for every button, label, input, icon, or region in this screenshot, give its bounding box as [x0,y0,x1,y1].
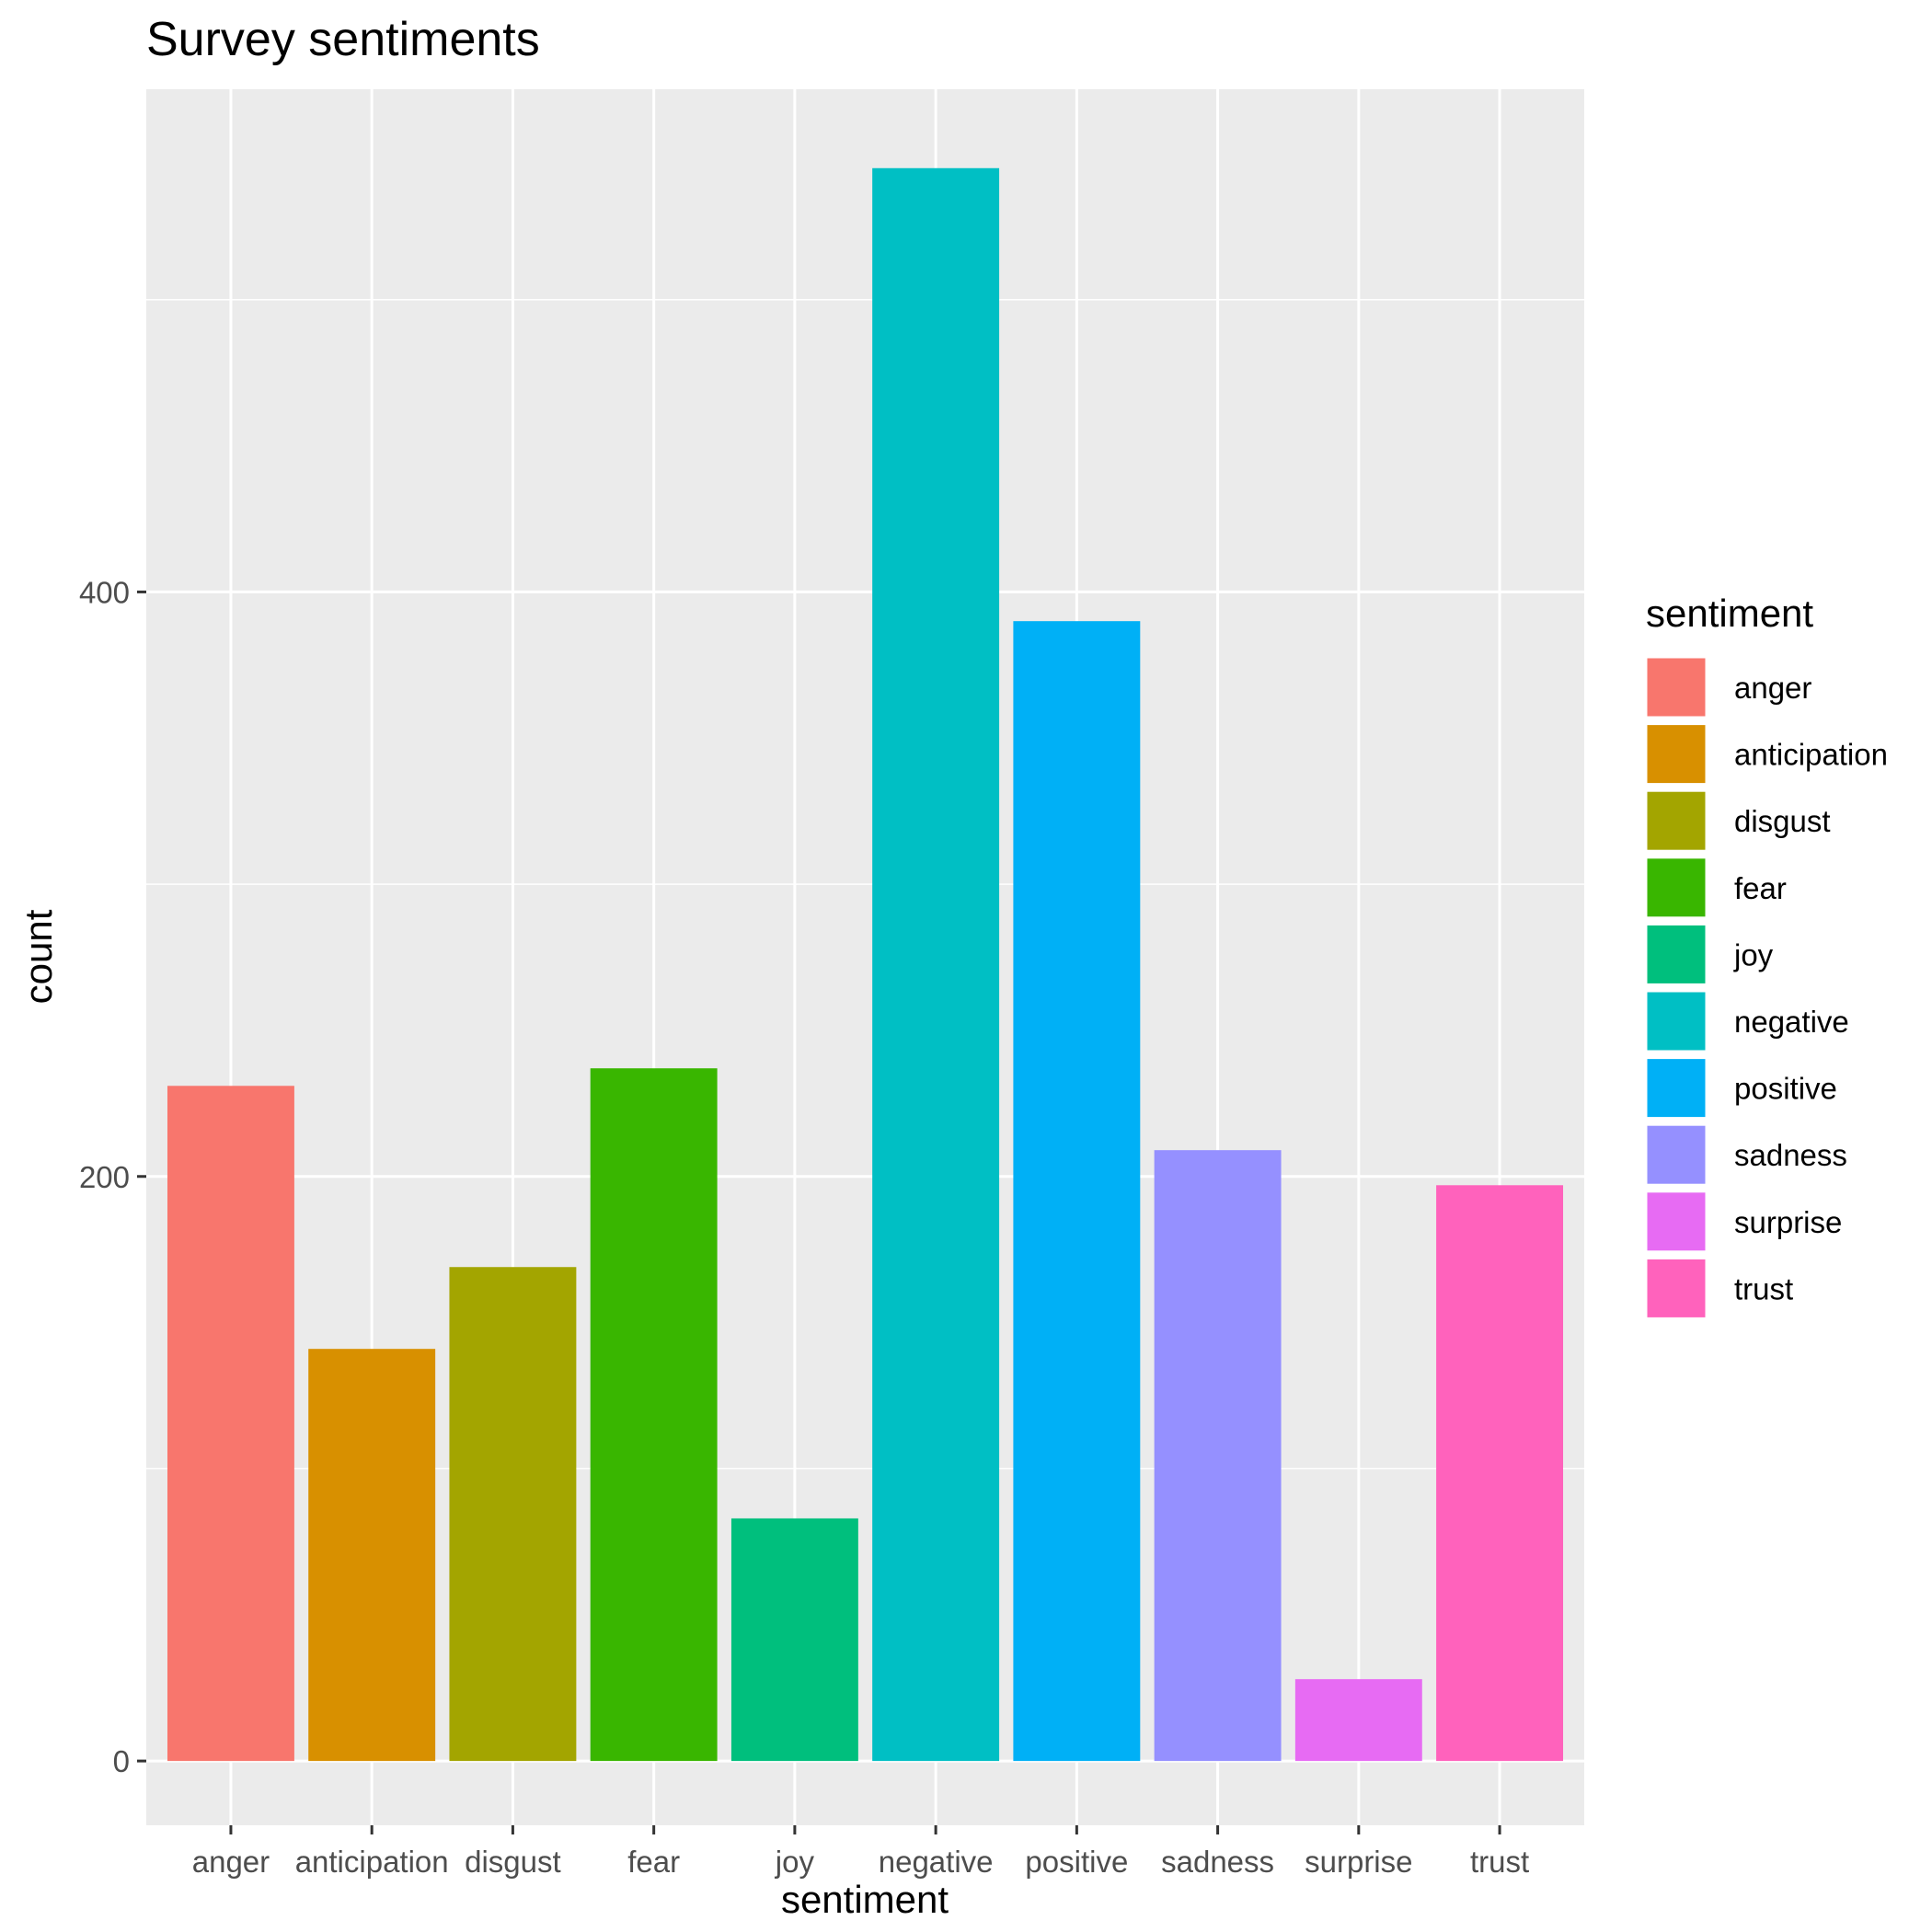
x-tick-label: disgust [465,1845,561,1879]
x-axis: anger anticipation disgust fear joy negative p… [192,1825,1529,1879]
legend: sentiment anger anticipation disgust fear jo… [1644,592,1888,1320]
legend-label-anger: anger [1734,671,1811,705]
bar-positive [1013,621,1141,1762]
legend-key-anticipation [1644,722,1708,787]
x-tick-label: surprise [1305,1845,1412,1879]
x-tick-label: negative [879,1845,994,1879]
chart-title: Survey sentiments [146,13,540,66]
legend-key-disgust [1644,788,1708,853]
legend-label-positive: positive [1734,1072,1837,1106]
bar-joy [730,1518,858,1762]
y-tick-label: 200 [79,1160,130,1194]
legend-label-disgust: disgust [1734,804,1831,838]
legend-key-joy [1644,922,1708,986]
x-tick-label: joy [775,1845,815,1879]
x-axis-title: sentiment [781,1878,949,1921]
legend-key-sadness [1644,1122,1708,1187]
legend-label-anticipation: anticipation [1734,738,1888,772]
x-tick-label: anger [192,1845,270,1879]
bars [167,167,1564,1762]
y-axis-title: count [17,909,60,1004]
legend-key-anger [1644,655,1708,719]
legend-key-surprise [1644,1190,1708,1254]
bar-surprise [1294,1679,1422,1762]
legend-label-sadness: sadness [1734,1138,1847,1172]
legend-label-fear: fear [1734,871,1787,905]
bar-anger [167,1086,294,1762]
x-tick-label: anticipation [295,1845,449,1879]
y-tick-label: 0 [113,1744,130,1778]
legend-label-negative: negative [1734,1005,1849,1039]
bar-anticipation [308,1349,436,1762]
legend-label-surprise: surprise [1734,1205,1842,1239]
legend-label-joy: joy [1733,937,1774,972]
legend-title: sentiment [1646,592,1813,635]
x-tick-label: fear [627,1845,680,1879]
legend-key-positive [1644,1056,1708,1121]
bar-trust [1436,1185,1564,1762]
legend-key-fear [1644,856,1708,920]
y-axis: 0 200 400 [79,575,146,1778]
x-tick-label: positive [1025,1845,1128,1879]
legend-key-trust [1644,1256,1708,1320]
x-tick-label: trust [1470,1845,1529,1879]
bar-sadness [1154,1150,1282,1762]
bar-negative [872,167,1000,1762]
y-tick-label: 400 [79,575,130,609]
bar-fear [590,1068,718,1762]
legend-key-negative [1644,989,1708,1053]
bar-disgust [449,1267,577,1762]
x-tick-label: sadness [1161,1845,1274,1879]
legend-label-trust: trust [1734,1271,1793,1305]
